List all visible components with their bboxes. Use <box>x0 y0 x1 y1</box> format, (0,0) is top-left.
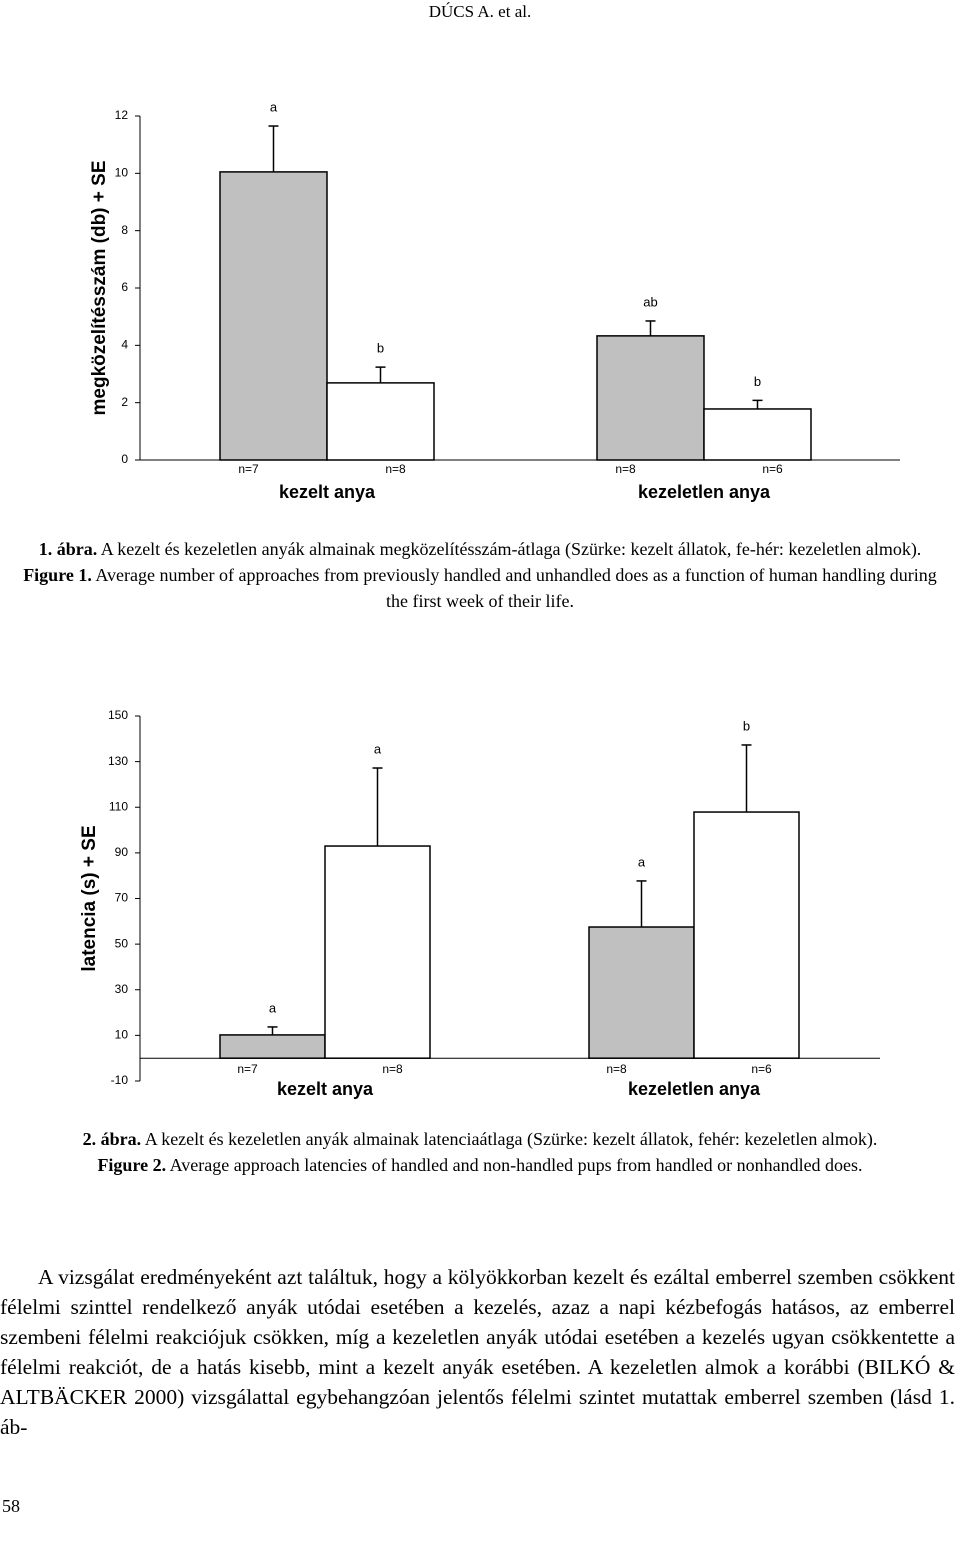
significance-letter: a <box>638 854 646 869</box>
y-tick-label: 8 <box>121 223 128 237</box>
caption-text: A kezelt és kezeletlen anyák almainak la… <box>144 1129 878 1149</box>
y-axis-label: megközelítésszám (db) + SE <box>89 161 110 416</box>
page-number: 58 <box>2 1496 20 1516</box>
n-label: n=8 <box>382 1062 403 1076</box>
n-label: n=7 <box>238 462 259 476</box>
caption-label: Figure 2. <box>97 1155 167 1175</box>
caption-text: Average approach latencies of handled an… <box>169 1155 863 1175</box>
caption-label: Figure 1. <box>23 565 92 585</box>
bar <box>326 382 435 461</box>
n-label: n=6 <box>751 1062 772 1076</box>
bar <box>596 335 705 461</box>
running-header: DÚCS A. et al. <box>428 2 532 21</box>
significance-letter: a <box>270 99 278 114</box>
bar <box>219 1034 326 1059</box>
n-label: n=8 <box>385 462 406 476</box>
y-tick-label: 10 <box>115 1028 129 1042</box>
category-label: kezelt anya <box>279 482 376 502</box>
y-tick-label: 0 <box>121 452 128 466</box>
y-tick-label: 50 <box>115 936 129 950</box>
n-label: n=6 <box>762 462 783 476</box>
y-tick-label: 6 <box>121 280 128 294</box>
caption-text: Average number of approaches from previo… <box>95 565 937 611</box>
y-tick-label: 2 <box>121 395 128 409</box>
y-tick-label: 90 <box>115 845 129 859</box>
bar <box>693 811 800 1059</box>
caption-text: A kezelt és kezeletlen anyák almainak me… <box>100 539 922 559</box>
bar <box>588 926 695 1059</box>
y-tick-label: 150 <box>108 708 128 722</box>
significance-letter: a <box>269 1000 277 1015</box>
significance-letter: b <box>377 341 384 356</box>
n-label: n=7 <box>237 1062 258 1076</box>
y-tick-label: 30 <box>115 982 129 996</box>
y-tick-label: 110 <box>109 799 128 813</box>
bar <box>703 408 812 461</box>
significance-letter: ab <box>643 294 657 309</box>
y-tick-label: 12 <box>115 108 129 122</box>
caption-label: 2. ábra. <box>82 1129 142 1149</box>
y-tick-label: 130 <box>108 754 128 768</box>
y-tick-label: 4 <box>121 338 128 352</box>
category-label: kezeletlen anya <box>628 1079 761 1099</box>
category-label: kezelt anya <box>277 1079 374 1099</box>
y-tick-label: 10 <box>115 166 129 180</box>
category-label: kezeletlen anya <box>638 482 771 502</box>
y-tick-label: 70 <box>115 891 129 905</box>
significance-letter: b <box>743 718 750 733</box>
significance-letter: a <box>374 741 382 756</box>
bar <box>219 171 328 461</box>
significance-letter: b <box>754 374 761 389</box>
caption-label: 1. ábra. <box>38 539 98 559</box>
caption-2: 2. ábra. A kezelt és kezeletlen anyák al… <box>20 1126 940 1178</box>
bar <box>324 845 431 1059</box>
n-label: n=8 <box>615 462 636 476</box>
body-paragraph: A vizsgálat eredményeként azt találtuk, … <box>0 1265 955 1439</box>
n-label: n=8 <box>606 1062 627 1076</box>
y-axis-label: latencia (s) + SE <box>79 825 100 971</box>
caption-1: 1. ábra. A kezelt és kezeletlen anyák al… <box>20 536 940 614</box>
y-tick-label: -10 <box>111 1073 129 1087</box>
